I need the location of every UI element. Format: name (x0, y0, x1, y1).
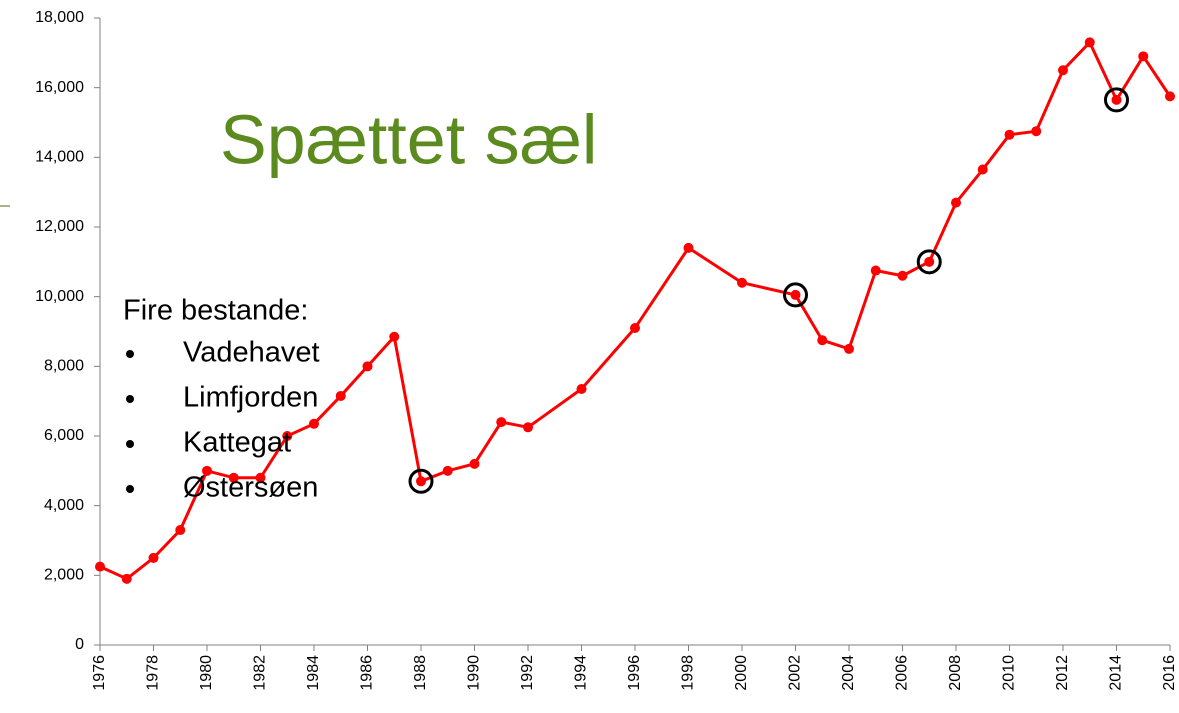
x-tick-label: 1980 (198, 655, 215, 691)
y-tick-label: 18,000 (35, 9, 84, 26)
chart-title: Spættet sæl (220, 100, 597, 178)
data-point (1058, 65, 1068, 76)
y-tick-label: 0 (75, 636, 84, 653)
highlight-ring (783, 282, 808, 308)
data-point (523, 422, 533, 433)
data-point (416, 476, 426, 487)
bullet (126, 485, 134, 493)
x-tick-label: 1982 (252, 655, 269, 691)
annotation-item: Østersøen (183, 472, 318, 504)
data-point (844, 343, 854, 354)
plot: 0 2,000 4,000 6,000 8,000 10,000 12,000 14,000 1… (35, 9, 1178, 690)
data-point (737, 277, 747, 288)
data-point (951, 197, 961, 208)
x-tick-label: 1996 (626, 655, 643, 691)
data-point (309, 418, 319, 429)
data-point (335, 390, 346, 401)
y-tick-label: 6,000 (44, 427, 84, 444)
x-tick-label: 2008 (947, 655, 964, 691)
x-tick-label: 1988 (412, 655, 429, 691)
data-point (870, 265, 881, 276)
data-point (202, 465, 212, 476)
data-point (1031, 126, 1042, 137)
x-tick-label: 1990 (466, 655, 483, 691)
data-point (817, 335, 828, 346)
data-point (1084, 37, 1095, 48)
highlight-ring (408, 468, 434, 494)
x-tick-label: 1994 (573, 655, 590, 691)
data-point (362, 361, 373, 372)
bullet (126, 350, 134, 358)
data-point (1004, 129, 1015, 140)
data-point (389, 331, 400, 342)
data-point (897, 270, 908, 281)
x-tick-label: 1998 (680, 655, 697, 691)
y-tick-label: 10,000 (35, 288, 84, 305)
data-point (469, 458, 480, 469)
data-point (255, 472, 266, 483)
x-tick-label: 2000 (733, 655, 750, 691)
data-point (95, 561, 105, 572)
x-tick-label: 1992 (519, 655, 536, 691)
x-tick-label: 2010 (1001, 655, 1018, 691)
x-tick-label: 1978 (145, 655, 162, 691)
data-point (790, 289, 801, 300)
x-tick-label: 2002 (787, 655, 804, 691)
x-tick-label: 2004 (840, 655, 857, 691)
y-tick-label: 12,000 (35, 218, 84, 235)
annotation-list: Vadehavet Limfjorden Kattegat Østersøen (126, 337, 320, 504)
data-point (924, 256, 935, 267)
y-tick-label: 4,000 (44, 497, 84, 514)
x-tick-label: 2006 (894, 655, 911, 691)
x-tick-label: 2014 (1108, 655, 1125, 691)
annotation-item: Limfjorden (183, 382, 318, 414)
data-point (576, 383, 587, 394)
y-tick-label: 2,000 (44, 567, 84, 584)
highlight-ring (1104, 87, 1129, 113)
data-point (148, 552, 159, 563)
data-point (175, 525, 186, 536)
annotation-item: Vadehavet (183, 337, 320, 369)
y-tick-label: 8,000 (44, 358, 84, 375)
data-point (1111, 94, 1122, 105)
data-point (121, 573, 132, 584)
data-point (496, 417, 507, 428)
data-point (1165, 91, 1175, 102)
data-point (228, 472, 239, 483)
annotation-heading: Fire bestande: (123, 295, 308, 327)
y-tick-label: 16,000 (35, 79, 84, 96)
data-point (442, 465, 453, 476)
annotation-item: Kattegat (183, 427, 291, 459)
data-point (683, 242, 694, 253)
y-tick-label: 14,000 (35, 149, 84, 166)
data-point (282, 431, 293, 441)
data-point (977, 164, 988, 175)
data-point (1138, 51, 1149, 62)
x-tick-label: 2012 (1054, 655, 1071, 691)
x-tick-label: 2016 (1161, 655, 1178, 691)
x-tick-label: 1984 (305, 655, 322, 691)
x-tick-label: 1976 (91, 655, 108, 691)
x-tick-label: 1986 (359, 655, 376, 691)
bullet (126, 395, 134, 403)
bullet (126, 440, 134, 448)
highlight-ring (916, 249, 942, 275)
data-point (630, 323, 640, 334)
